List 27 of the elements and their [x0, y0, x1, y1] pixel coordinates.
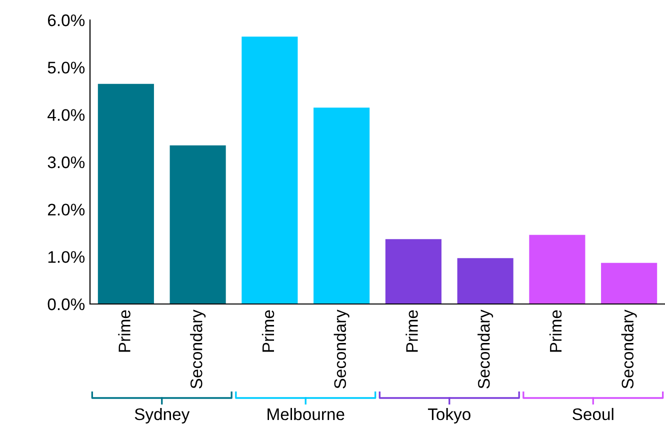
y-tick-label: 1.0%	[48, 251, 85, 263]
bar	[314, 108, 370, 304]
text: Melbourne	[268, 408, 344, 420]
y-tick-label: 6.0%	[48, 14, 85, 26]
y-tick-label: 0.0%	[48, 298, 85, 310]
y-tick-label: 5.0%	[48, 62, 85, 74]
y-tick-label: 2.0%	[48, 204, 85, 216]
x-tick-label: Prime	[406, 310, 418, 352]
text: Sydney	[134, 408, 190, 424]
bar	[170, 145, 226, 304]
bar	[242, 36, 298, 304]
x-tick-label: Prime	[549, 310, 562, 352]
bar	[98, 84, 154, 304]
text: Seoul	[572, 408, 614, 420]
text: Tokyo	[428, 408, 470, 424]
x-tick-label: Prime	[118, 310, 130, 352]
x-tick-label: Secondary	[190, 310, 206, 388]
y-tick-label: 4.0%	[48, 109, 85, 121]
bar	[457, 258, 514, 304]
bar	[601, 262, 658, 304]
x-tick-label: Secondary	[334, 310, 350, 388]
y-tick-label: 3.0%	[48, 156, 85, 168]
x-tick-label: Secondary	[621, 310, 637, 388]
bar	[385, 239, 442, 304]
x-tick-label: Prime	[262, 310, 274, 352]
bar	[529, 234, 586, 304]
x-tick-label: Secondary	[478, 310, 494, 388]
